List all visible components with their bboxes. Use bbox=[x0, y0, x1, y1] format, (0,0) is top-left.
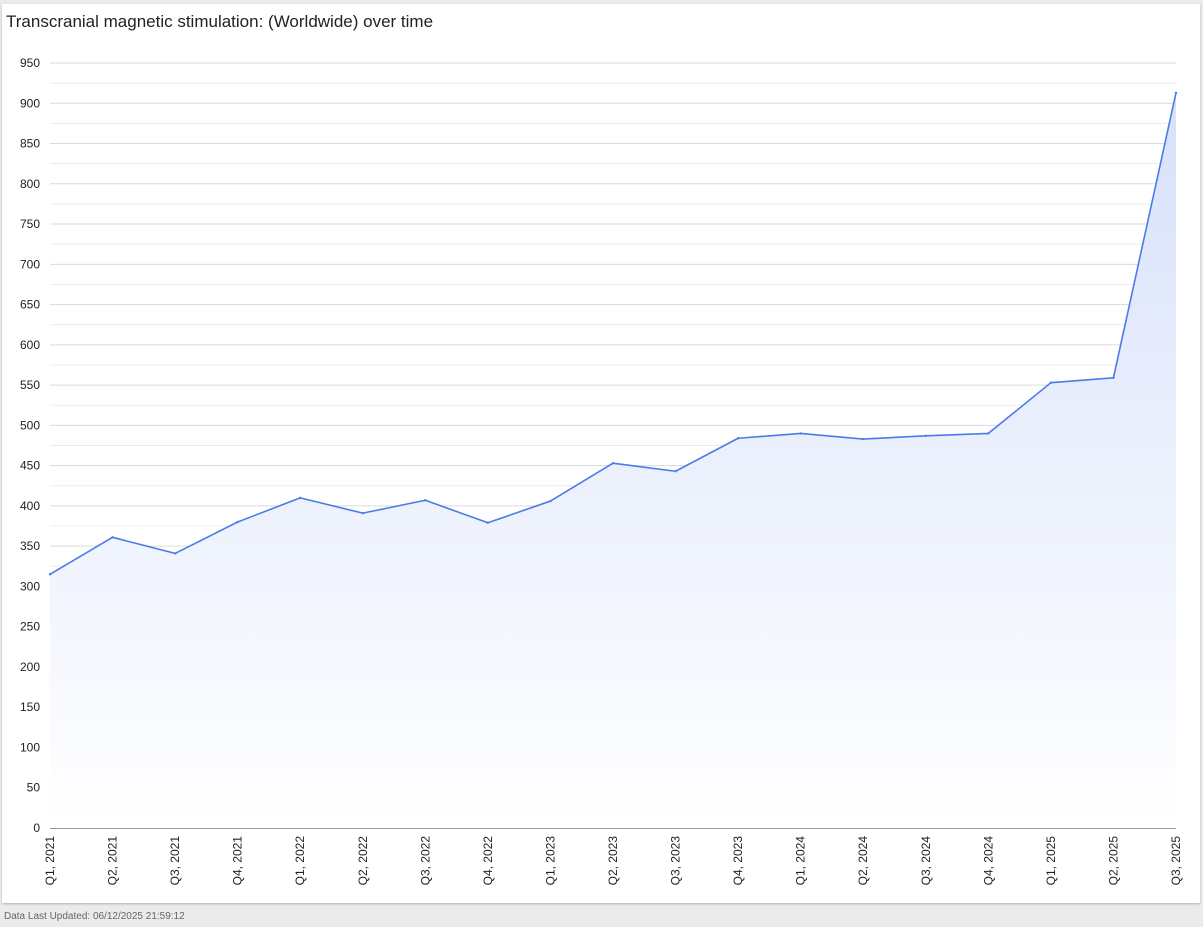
area-fill bbox=[50, 92, 1176, 828]
y-tick-label: 850 bbox=[20, 137, 40, 151]
y-tick-label: 500 bbox=[20, 418, 40, 432]
x-tick-label: Q1, 2021 bbox=[43, 836, 57, 886]
x-tick-label: Q3, 2023 bbox=[669, 836, 683, 886]
y-axis-tick-labels: 0 50 100 150 200 250 300 350 400 450 500 550 600 650 7… bbox=[20, 56, 40, 835]
data-point bbox=[1174, 91, 1178, 94]
data-point bbox=[799, 432, 802, 435]
y-tick-label: 550 bbox=[20, 378, 40, 392]
data-point bbox=[424, 499, 427, 502]
data-point bbox=[236, 520, 239, 524]
y-tick-label: 350 bbox=[20, 539, 40, 553]
x-tick-label: Q1, 2022 bbox=[293, 836, 307, 886]
data-point bbox=[674, 470, 677, 473]
x-tick-label: Q4, 2024 bbox=[981, 836, 995, 886]
line-chart: 0 50 100 150 200 250 300 350 400 450 500 550 600 650 7… bbox=[20, 56, 1183, 886]
y-tick-label: 900 bbox=[20, 96, 40, 110]
data-point bbox=[736, 437, 740, 440]
x-tick-label: Q1, 2025 bbox=[1044, 836, 1058, 886]
chart-card: Transcranial magnetic stimulation: (Worl… bbox=[2, 4, 1200, 903]
data-point bbox=[361, 511, 364, 515]
x-tick-label: Q3, 2024 bbox=[919, 836, 933, 886]
data-point bbox=[549, 499, 552, 503]
chart-title: Transcranial magnetic stimulation: (Worl… bbox=[6, 12, 434, 31]
x-tick-label: Q2, 2022 bbox=[356, 836, 370, 886]
data-point bbox=[1112, 376, 1115, 380]
y-tick-label: 200 bbox=[20, 660, 40, 674]
y-tick-label: 100 bbox=[20, 740, 40, 754]
y-tick-label: 50 bbox=[27, 781, 41, 795]
y-tick-label: 600 bbox=[20, 338, 40, 352]
x-tick-label: Q4, 2023 bbox=[731, 836, 745, 886]
y-tick-label: 250 bbox=[20, 620, 40, 634]
data-point bbox=[611, 462, 615, 465]
x-tick-label: Q3, 2022 bbox=[418, 836, 432, 886]
data-point bbox=[486, 521, 490, 525]
x-axis-tick-labels: Q1, 2021 Q2, 2021 Q3, 2021 Q4, 2021 Q1, 2022… bbox=[43, 836, 1183, 886]
x-tick-label: Q1, 2023 bbox=[543, 836, 557, 886]
y-tick-label: 450 bbox=[20, 459, 40, 473]
data-point bbox=[173, 552, 177, 555]
x-tick-label: Q3, 2021 bbox=[168, 836, 182, 886]
series-area bbox=[50, 92, 1176, 828]
y-tick-label: 400 bbox=[20, 499, 40, 513]
y-tick-label: 750 bbox=[20, 217, 40, 231]
x-tick-label: Q2, 2024 bbox=[856, 836, 870, 886]
y-tick-label: 800 bbox=[20, 177, 40, 191]
series-line bbox=[48, 91, 1178, 576]
x-tick-label: Q4, 2022 bbox=[481, 836, 495, 886]
data-point bbox=[299, 496, 302, 500]
data-point bbox=[924, 434, 927, 438]
y-tick-label: 950 bbox=[20, 56, 40, 70]
x-tick-label: Q2, 2025 bbox=[1106, 836, 1120, 886]
x-tick-label: Q2, 2021 bbox=[106, 836, 120, 886]
x-tick-label: Q4, 2021 bbox=[231, 836, 245, 886]
y-tick-label: 700 bbox=[20, 257, 40, 271]
data-point bbox=[862, 437, 865, 441]
x-tick-label: Q1, 2024 bbox=[794, 836, 808, 886]
data-point bbox=[111, 536, 114, 539]
x-tick-label: Q3, 2025 bbox=[1169, 836, 1183, 886]
data-last-updated: Data Last Updated: 06/12/2025 21:59:12 bbox=[4, 911, 185, 922]
x-tick-label: Q2, 2023 bbox=[606, 836, 620, 886]
data-point bbox=[1049, 381, 1053, 384]
y-tick-label: 650 bbox=[20, 298, 40, 312]
y-tick-label: 0 bbox=[33, 821, 40, 835]
y-tick-label: 300 bbox=[20, 579, 40, 593]
data-point bbox=[987, 432, 990, 435]
y-tick-label: 150 bbox=[20, 700, 40, 714]
data-point bbox=[48, 573, 52, 576]
